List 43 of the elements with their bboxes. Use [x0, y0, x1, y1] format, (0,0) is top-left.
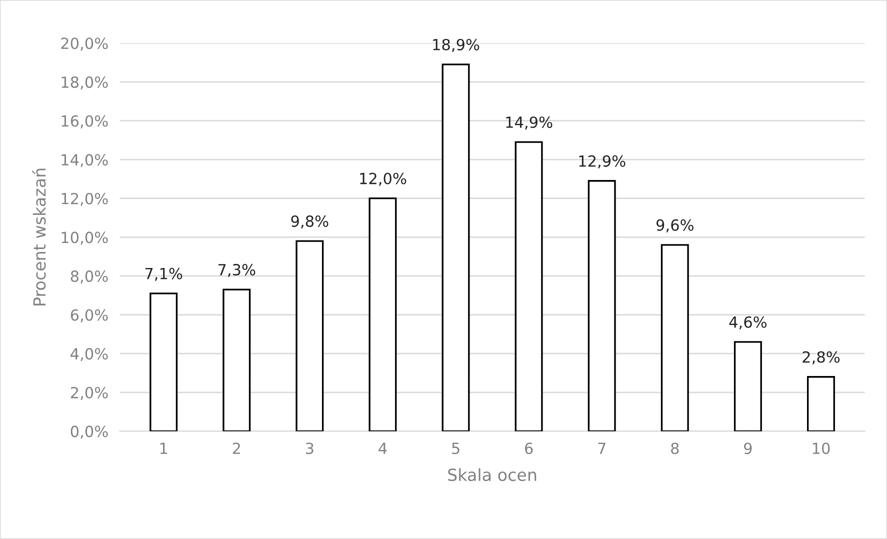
bar: [734, 341, 762, 432]
x-axis-title: Skala ocen: [448, 468, 536, 482]
x-tick-label: 1: [160, 442, 168, 454]
x-tick-label: 2: [232, 442, 240, 454]
y-tick-label: 16,0%: [62, 115, 108, 128]
x-tick-label: 6: [525, 442, 533, 454]
bar: [660, 244, 689, 432]
data-label: 14,9%: [506, 116, 552, 130]
x-tick-label: 7: [598, 442, 606, 454]
data-label: 12,0%: [360, 172, 406, 186]
y-tick-label: 4,0%: [70, 348, 108, 362]
bar: [442, 64, 470, 432]
y-tick-label: 6,0%: [70, 309, 108, 322]
x-tick-label: 8: [671, 442, 679, 454]
x-tick-label: 3: [306, 442, 314, 454]
data-label: 7,1%: [145, 268, 182, 281]
data-label: 9,6%: [656, 219, 694, 232]
y-tick-label: 8,0%: [70, 270, 108, 284]
y-tick-label: 0,0%: [70, 426, 108, 439]
data-label: 18,9%: [433, 38, 480, 52]
x-tick-label: 5: [452, 442, 460, 454]
y-tick-label: 2,0%: [70, 386, 108, 400]
y-tick-label: 12,0%: [62, 192, 108, 206]
data-label: 7,3%: [218, 264, 256, 278]
bar: [807, 376, 835, 432]
bar: [222, 288, 251, 432]
y-tick-label: 18,0%: [62, 76, 108, 90]
y-axis-title: Procent wskazań: [32, 168, 46, 306]
y-tick-label: 10,0%: [62, 232, 108, 245]
bar: [368, 198, 397, 432]
bar: [588, 180, 616, 432]
data-label: 9,8%: [291, 215, 328, 229]
bar: [514, 141, 543, 432]
x-tick-label: 10: [812, 442, 830, 454]
data-label: 4,6%: [729, 316, 767, 330]
x-tick-label: 4: [378, 442, 387, 454]
data-label: 12,9%: [579, 155, 626, 168]
y-tick-label: 14,0%: [62, 154, 108, 168]
bar: [150, 292, 178, 432]
y-tick-label: 20,0%: [61, 38, 108, 51]
x-tick-label: 9: [744, 442, 752, 454]
data-label: 2,8%: [802, 351, 840, 364]
bar: [296, 240, 324, 432]
